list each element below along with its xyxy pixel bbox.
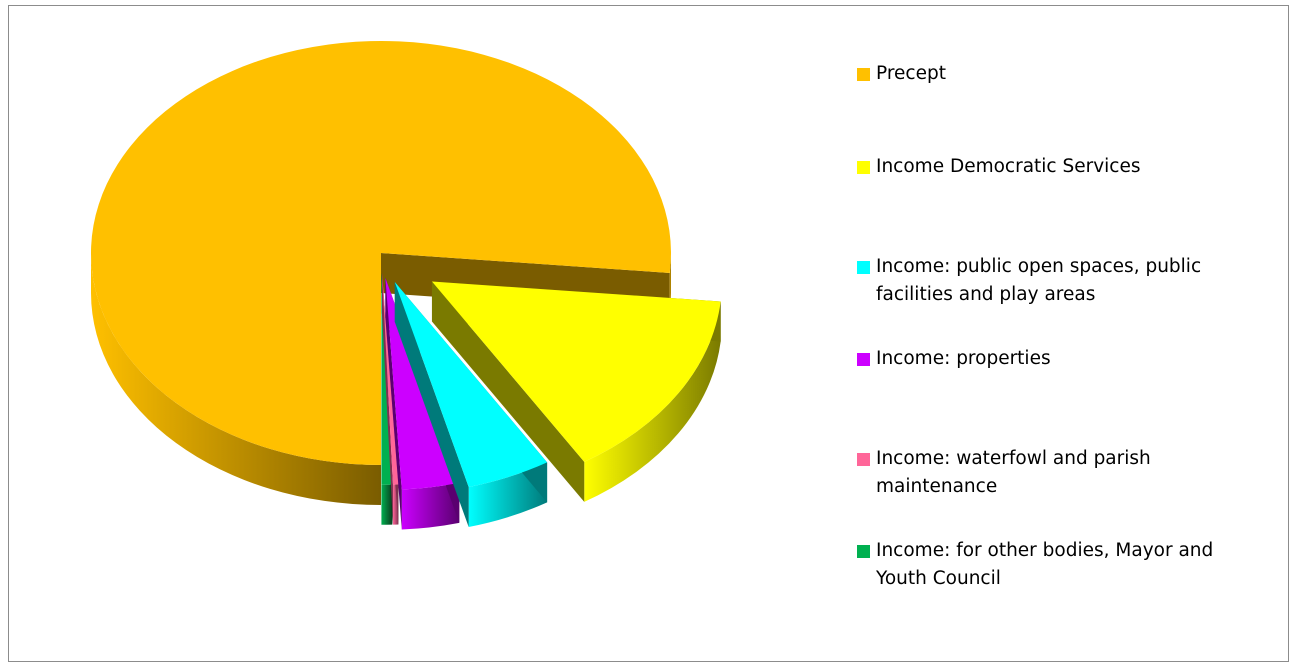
legend-label-other-bodies: Income: for other bodies, Mayor and Yout… [876,540,1214,589]
legend-label-democratic-services: Income Democratic Services [876,156,1141,177]
legend-swatch-properties [857,353,870,366]
legend-item-democratic-services: Income Democratic Services [857,153,1287,181]
pie-chart [90,41,721,530]
legend-item-public-open-spaces: Income: public open spaces, public facil… [857,253,1277,309]
pie-slice-public-open-spaces [394,281,548,527]
legend-swatch-precept [857,68,870,81]
legend-swatch-other-bodies [857,545,870,558]
legend-label-precept: Precept [876,63,946,84]
legend-label-public-open-spaces: Income: public open spaces, public facil… [876,256,1202,305]
legend-swatch-democratic-services [857,161,870,174]
legend-swatch-public-open-spaces [857,261,870,274]
legend-item-waterfowl: Income: waterfowl and parish maintenance [857,445,1257,501]
pie-slice-democratic-services [431,281,721,502]
legend-swatch-waterfowl [857,453,870,466]
legend-label-waterfowl: Income: waterfowl and parish maintenance [876,448,1151,497]
legend-item-properties: Income: properties [857,345,1287,373]
chart-area: Precept Income Democratic Services Incom… [8,5,1289,662]
legend-item-other-bodies: Income: for other bodies, Mayor and Yout… [857,537,1257,593]
legend-label-properties: Income: properties [876,348,1051,369]
legend-item-precept: Precept [857,60,1287,88]
